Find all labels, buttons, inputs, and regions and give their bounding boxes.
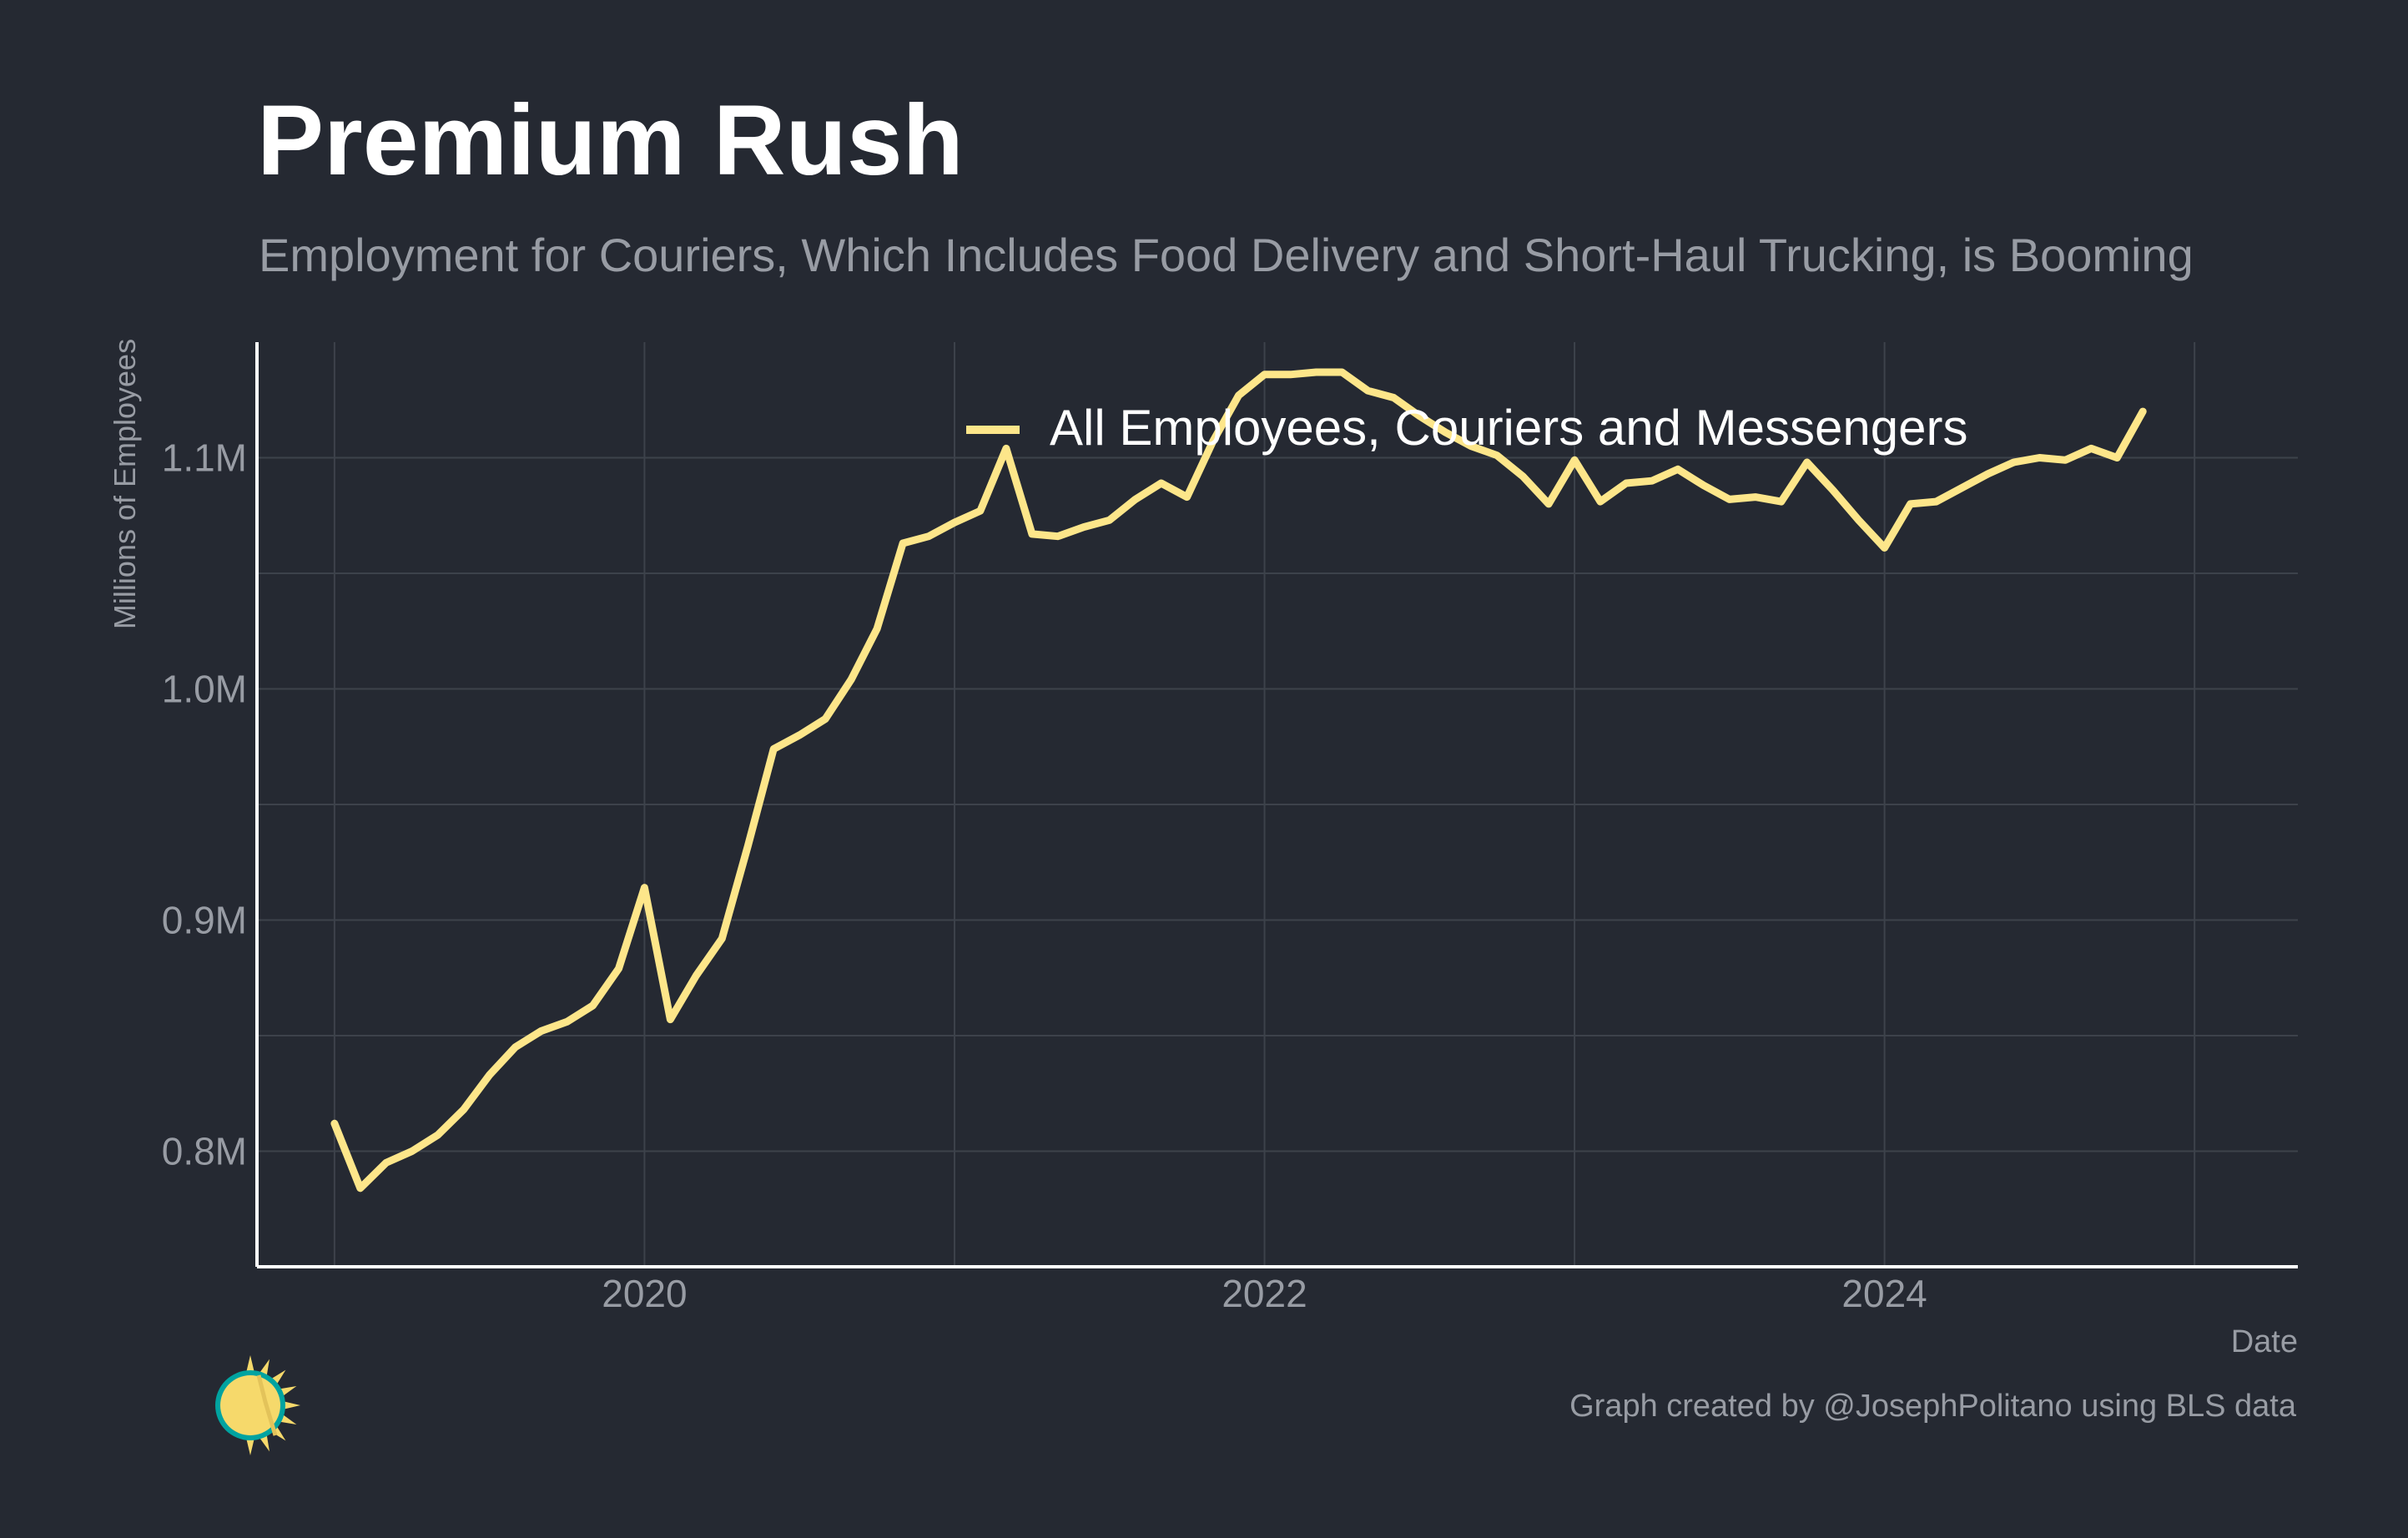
x-tick-label: 2022 xyxy=(1222,1272,1307,1315)
sun-ray xyxy=(279,1386,297,1397)
sun-ray xyxy=(283,1401,300,1409)
grid-lines xyxy=(257,342,2298,1267)
y-tick-label: 1.1M xyxy=(162,436,247,480)
sun-ray xyxy=(246,1355,254,1373)
axes xyxy=(255,342,2298,1268)
y-axis-label: Millions of Employees xyxy=(108,339,142,629)
series-line xyxy=(330,368,2147,1193)
legend-label: All Employees, Couriers and Messengers xyxy=(1050,400,1967,456)
sun-ray xyxy=(259,1434,270,1452)
sun-ray xyxy=(279,1414,297,1425)
sun-icon xyxy=(215,1355,300,1455)
y-tick-label: 0.8M xyxy=(162,1130,247,1173)
y-tick-label: 0.9M xyxy=(162,899,247,942)
series-layer xyxy=(330,368,2147,1193)
sun-ray xyxy=(259,1359,270,1377)
x-tick-label: 2020 xyxy=(602,1272,687,1315)
y-tick-label: 1.0M xyxy=(162,668,247,711)
source-caption: Graph created by @JosephPolitano using B… xyxy=(1569,1389,2296,1424)
chart-title: Premium Rush xyxy=(257,84,964,196)
y-tick-labels: 0.8M 0.9M 1.0M 1.1M xyxy=(162,436,247,1173)
sun-ray xyxy=(246,1438,254,1455)
x-axis-label: Date xyxy=(2231,1324,2298,1359)
x-tick-labels: 2020 2022 2024 xyxy=(602,1272,1927,1315)
legend: All Employees, Couriers and Messengers xyxy=(966,400,1967,456)
x-tick-label: 2024 xyxy=(1841,1272,1927,1315)
chart-subtitle: Employment for Couriers, Which Includes … xyxy=(259,229,2194,281)
